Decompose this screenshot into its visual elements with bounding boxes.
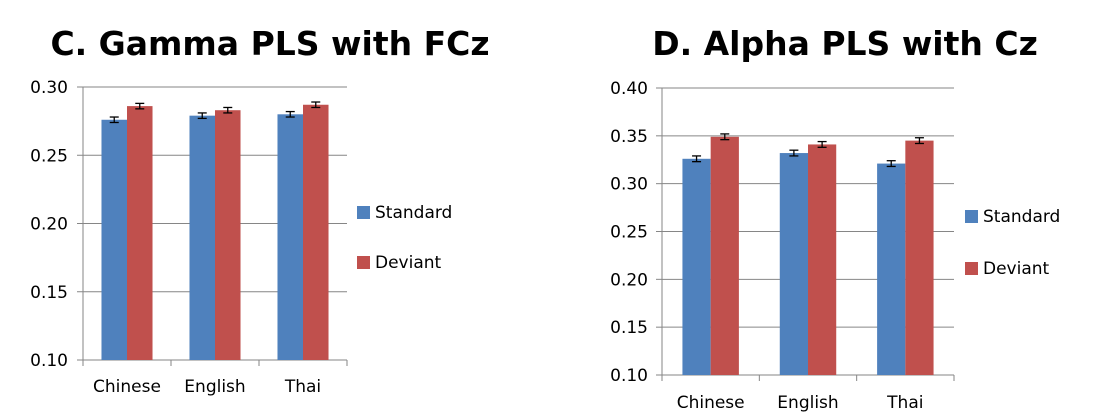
chart2-ytick-label: 0.30: [610, 175, 648, 195]
chart1-bar-standard-chinese: [101, 119, 127, 360]
chart1-ytick-label: 0.25: [30, 146, 68, 166]
chart1-bar-deviant-english: [215, 110, 241, 360]
chart2-legend-label: Standard: [983, 207, 1060, 227]
chart2-category-label: English: [777, 393, 838, 413]
chart1-bar-standard-english: [189, 115, 215, 360]
chart2-legend-label: Deviant: [983, 259, 1050, 279]
chart1-category-label: Thai: [284, 377, 321, 397]
chart1-ytick-label: 0.20: [30, 215, 68, 235]
chart2-bar-standard-thai: [877, 163, 906, 375]
chart1: C. Gamma PLS with FCz 0.30 0.25 0.20 0.15 0.1…: [30, 24, 489, 397]
chart1-ytick-label: 0.10: [30, 351, 68, 371]
chart1-legend-swatch-standard: [357, 206, 370, 219]
chart1-bar-deviant-chinese: [127, 106, 153, 360]
chart2-legend-swatch-standard: [965, 210, 978, 223]
chart2-ytick-label: 0.40: [610, 79, 648, 99]
chart2: D. Alpha PLS with Cz0.40 0.35 0.30 0.25 0.20…: [610, 24, 1060, 413]
chart2-title: D. Alpha PLS with Cz: [652, 24, 1038, 63]
chart1-category-label: Chinese: [93, 377, 161, 397]
chart1-legend-swatch-deviant: [357, 256, 370, 269]
chart2-ytick-label: 0.15: [610, 318, 648, 338]
chart1-bar-deviant-thai: [303, 104, 329, 361]
chart1-title: C. Gamma PLS with FCz: [50, 24, 489, 63]
chart1-legend-label: Deviant: [375, 253, 442, 273]
chart2-category-label: Thai: [886, 393, 923, 413]
chart2-ytick-label: 0.10: [610, 366, 648, 386]
chart2-category-label: Chinese: [677, 393, 745, 413]
chart2-ytick-label: 0.20: [610, 270, 648, 290]
chart2-ytick-label: 0.35: [610, 127, 648, 147]
chart2-legend-swatch-deviant: [965, 262, 978, 275]
chart2-bar-deviant-thai: [905, 140, 934, 375]
chart1-legend-label: Standard: [375, 203, 452, 223]
chart2-bar-deviant-chinese: [710, 136, 739, 375]
chart1-category-label: English: [184, 377, 245, 397]
chart2-bar-standard-english: [779, 153, 808, 375]
chart1-bar-standard-thai: [277, 114, 303, 360]
chart2-ytick-label: 0.25: [610, 223, 648, 243]
chart2-bar-standard-chinese: [682, 158, 711, 375]
chart2-bar-deviant-english: [808, 144, 837, 375]
chart1-ytick-label: 0.15: [30, 283, 68, 303]
chart1-ytick-label: 0.30: [30, 78, 68, 98]
